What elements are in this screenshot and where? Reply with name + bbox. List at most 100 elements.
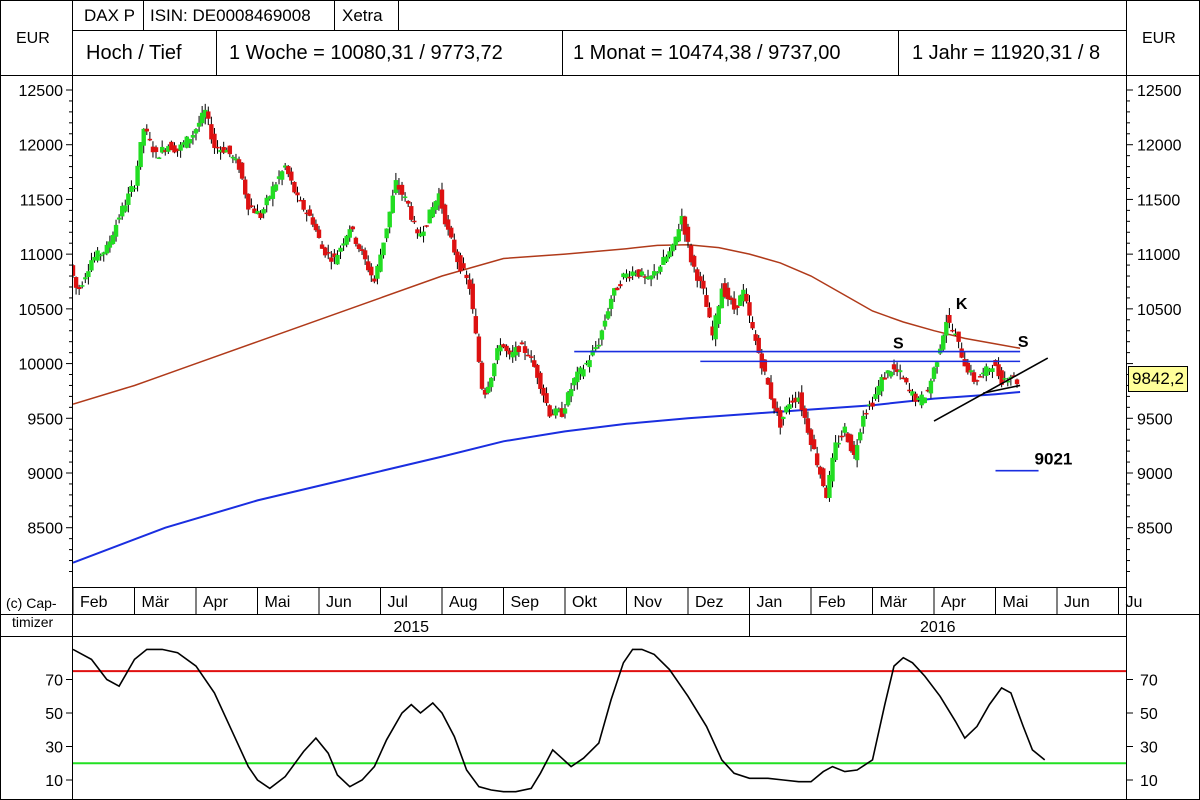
candle-body — [153, 147, 159, 153]
candle-body — [110, 234, 116, 245]
candle-body — [648, 275, 654, 280]
candle-body — [498, 345, 503, 352]
candle-body — [504, 345, 509, 352]
candle-body — [522, 346, 528, 353]
candle-body — [897, 370, 903, 373]
y-tick-label: 10500 — [19, 302, 64, 319]
candle-body — [353, 237, 359, 244]
candle-body — [642, 276, 648, 278]
candle-body — [971, 372, 977, 382]
candle-body — [584, 362, 589, 365]
osc-tick-label-right: 50 — [1140, 706, 1158, 723]
candle-body — [83, 277, 88, 280]
candle-body — [750, 322, 755, 329]
candle-body — [322, 247, 328, 256]
candle-body — [95, 250, 100, 261]
candle-body — [756, 337, 761, 353]
candle-body — [728, 297, 734, 301]
osc-tick-label: 10 — [45, 773, 63, 790]
month-label: Aug — [449, 594, 477, 611]
candle-body — [458, 255, 463, 272]
candle-body — [934, 362, 940, 367]
candle-body — [562, 408, 568, 414]
candle-body — [135, 165, 140, 186]
month-label: Apr — [941, 594, 967, 611]
month-axis: Feb Mär Apr Mai Jun Jul Aug Sep Okt Nov Dez Jan Feb M… — [72, 587, 1142, 614]
candle-body — [765, 377, 771, 385]
candle-body — [685, 226, 691, 242]
candle-body — [89, 260, 94, 271]
candle-body — [974, 380, 980, 382]
candle-body — [913, 393, 918, 402]
candle-body — [851, 444, 857, 455]
candle-body — [845, 433, 851, 443]
candle-body — [132, 187, 137, 190]
candle-body — [347, 229, 352, 238]
candle-body — [218, 149, 223, 153]
candle-body — [239, 162, 245, 179]
oscillator-axis-ticks: 10 10 30 30 50 50 70 70 — [45, 673, 1158, 791]
month-label: Jan — [757, 594, 783, 611]
candle-body — [541, 387, 546, 396]
candle-body — [990, 368, 995, 373]
candle-body — [999, 370, 1004, 385]
candle-body — [86, 271, 91, 278]
osc-tick-label-right: 70 — [1140, 673, 1158, 690]
candle-body — [691, 255, 697, 267]
candle-body — [184, 136, 189, 148]
candle-body — [870, 402, 875, 407]
y-tick-label: 11500 — [20, 192, 63, 209]
candle-body — [854, 445, 860, 461]
candle-body — [199, 112, 205, 124]
candle-body — [255, 210, 260, 215]
candle-body — [833, 442, 838, 461]
pattern-label: S — [893, 335, 904, 352]
candle-body — [744, 293, 749, 302]
copyright-line-2: timizer — [12, 614, 54, 630]
candle-body — [931, 367, 937, 379]
candle-body — [821, 468, 826, 487]
week-range: 1 Woche = 10080,31 / 9773,72 — [229, 42, 503, 64]
candle-body — [461, 263, 466, 269]
candle-body — [525, 354, 531, 357]
candle-body — [805, 418, 811, 433]
candle-body — [236, 159, 242, 170]
candle-body — [867, 404, 872, 406]
candle-body — [316, 229, 322, 238]
candle-body — [645, 276, 651, 279]
candle-body — [987, 368, 992, 372]
candle-body — [227, 145, 233, 155]
candle-body — [489, 377, 494, 388]
candle-body — [73, 265, 76, 276]
candle-body — [827, 474, 832, 498]
candle-body — [92, 256, 97, 261]
candle-body — [565, 392, 571, 406]
y-tick-label: 9500 — [27, 411, 63, 428]
candle-body — [495, 348, 500, 361]
candle-body — [319, 244, 325, 249]
candle-body — [621, 273, 626, 278]
candle-body — [412, 220, 417, 223]
month-label: Nov — [634, 594, 662, 611]
candle-body — [104, 244, 110, 254]
candle-body — [120, 205, 125, 217]
candle-body — [725, 287, 731, 300]
candle-body — [581, 369, 586, 377]
candle-body — [292, 181, 297, 193]
candle-body — [910, 391, 915, 396]
candle-body — [578, 367, 583, 375]
candle-body — [993, 360, 998, 367]
candle-body — [156, 157, 162, 159]
candle-body — [295, 192, 300, 196]
candle-body — [633, 273, 638, 275]
candle-body — [587, 360, 592, 368]
candle-body — [1005, 380, 1010, 383]
candle-body — [387, 211, 392, 228]
candle-body — [276, 176, 282, 179]
trend-line — [983, 384, 1021, 394]
candle-body — [704, 295, 709, 307]
y-tick-label: 12500 — [19, 83, 64, 100]
pattern-label: K — [956, 296, 968, 313]
candle-body — [778, 410, 783, 428]
